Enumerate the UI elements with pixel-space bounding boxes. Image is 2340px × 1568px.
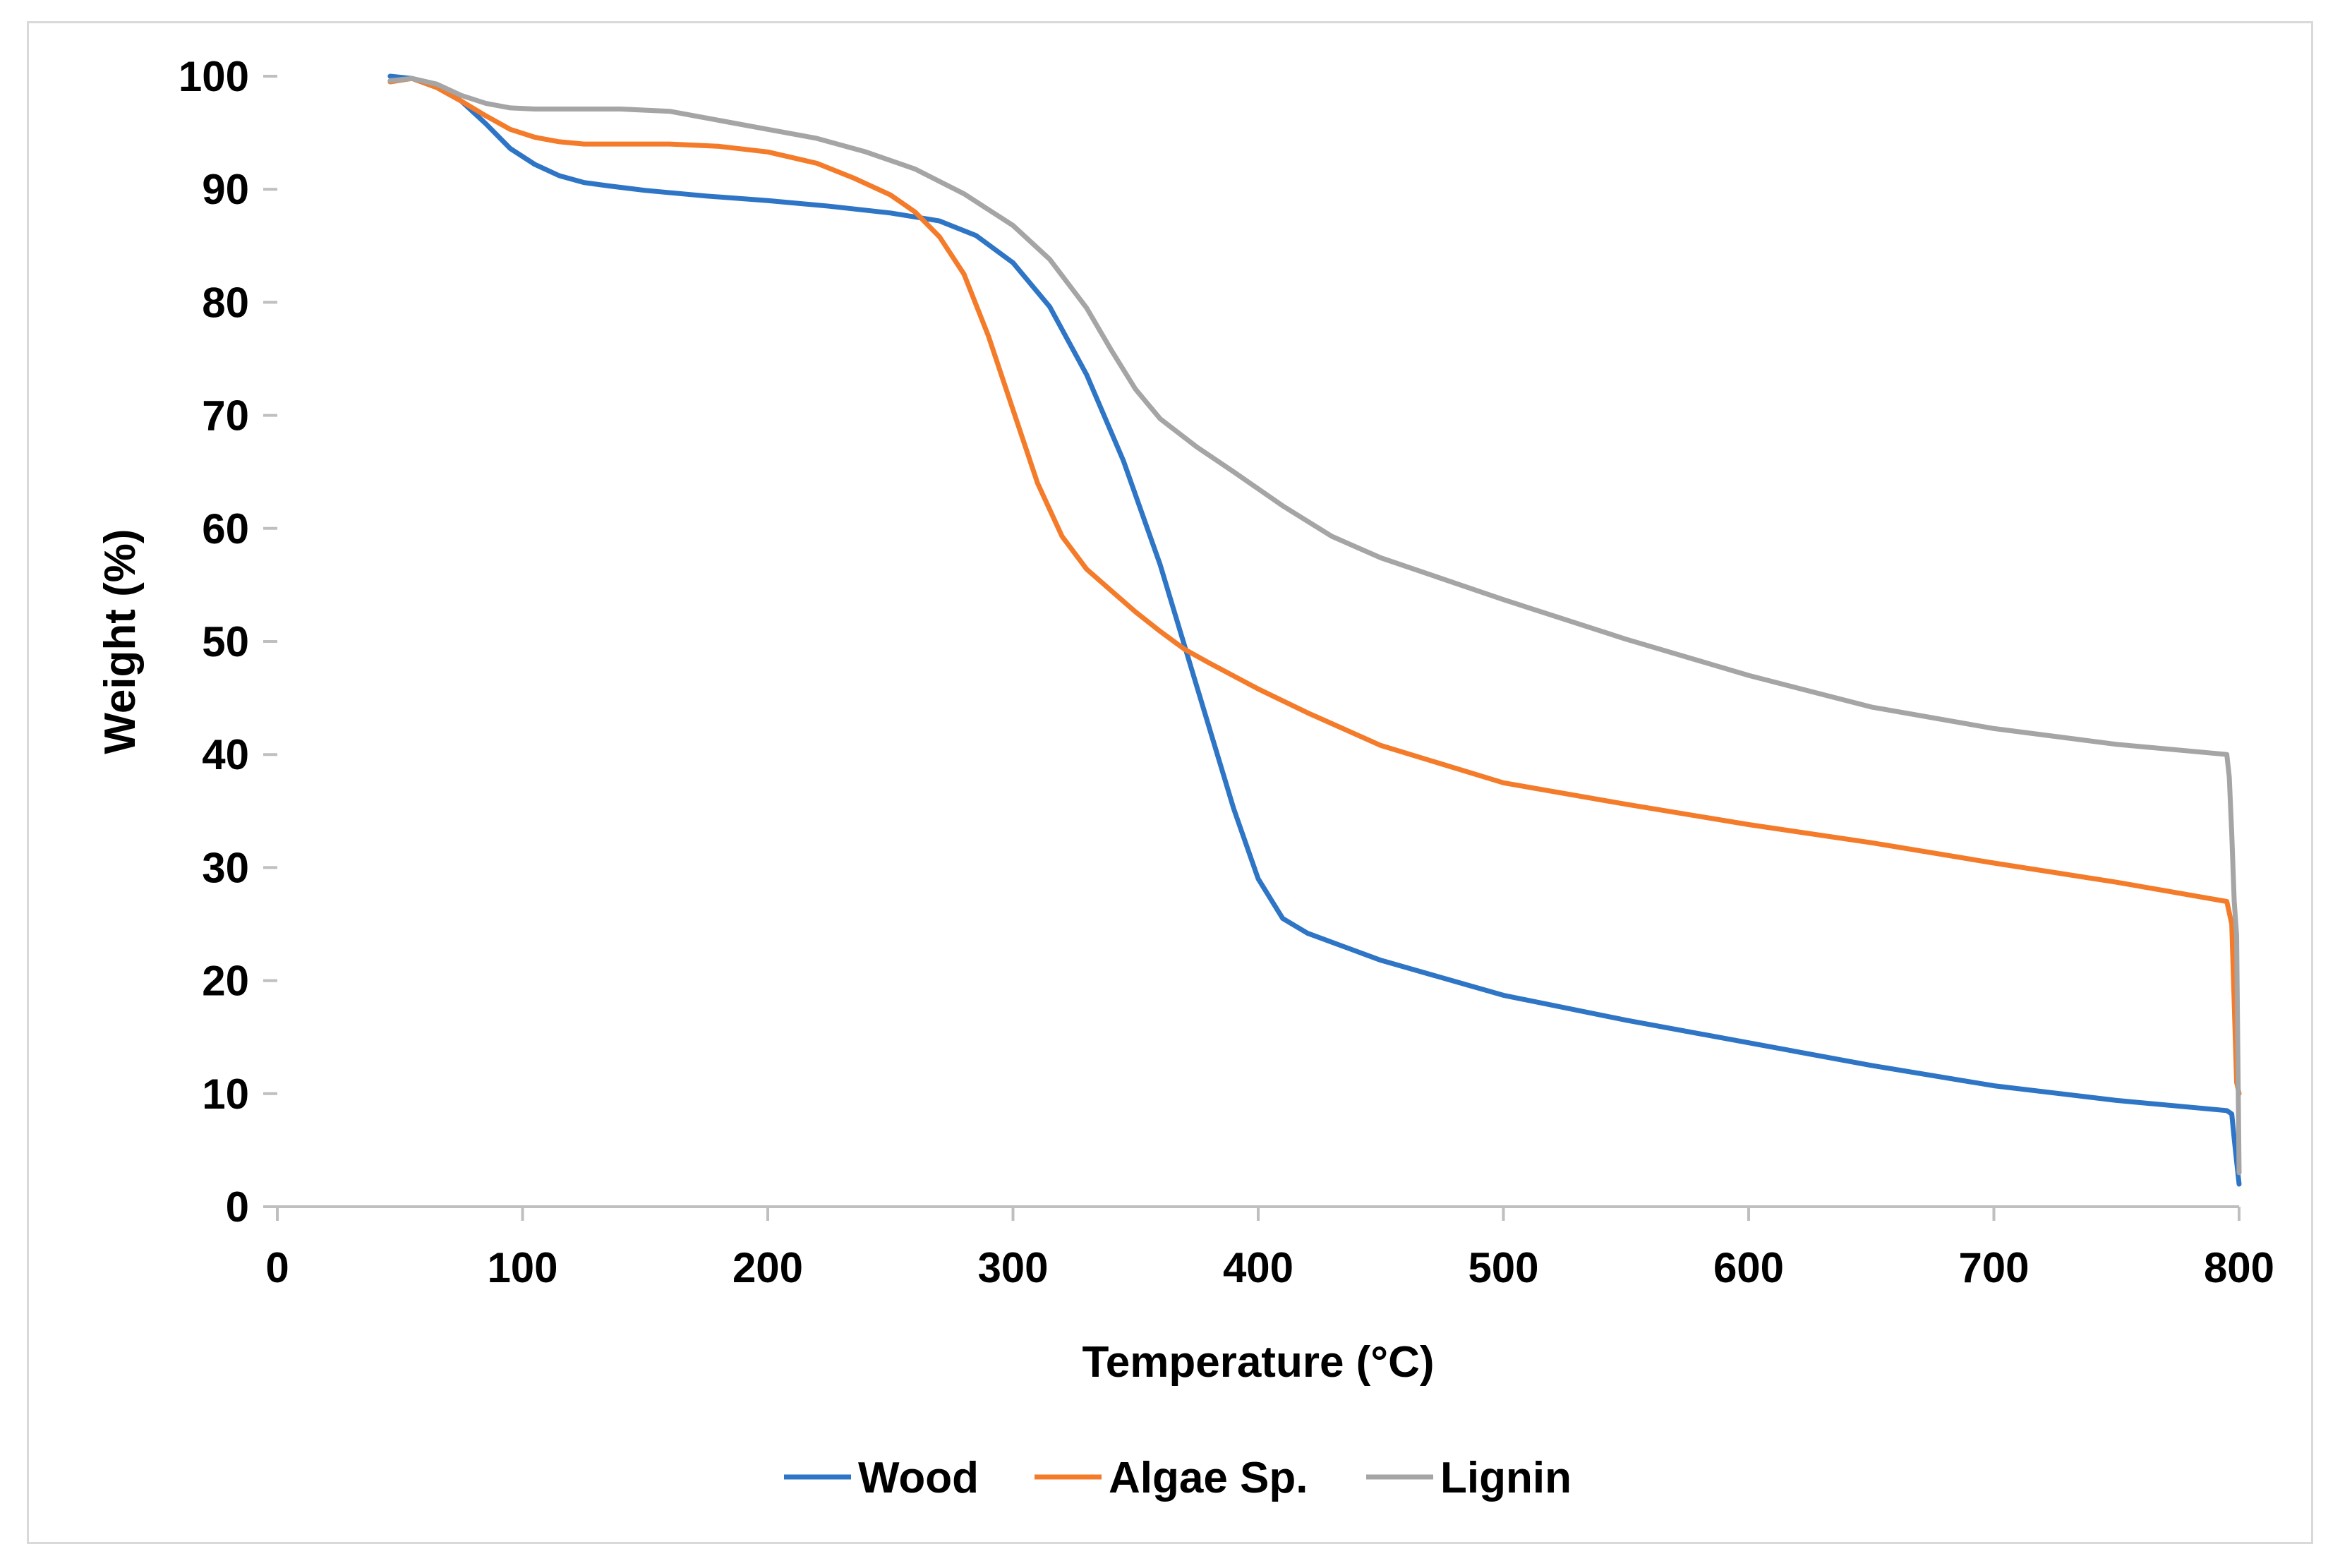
series-line-wood <box>387 73 2242 1187</box>
x-axis-tick-labels: 0 100 200 300 400 500 600 700 800 <box>265 1244 2274 1291</box>
y-axis-title: Weight (%) <box>96 529 145 754</box>
y-tick-label: 10 <box>202 1071 249 1118</box>
y-axis-tick-labels: 0 10 20 30 40 50 60 70 80 90 100 <box>179 53 249 1231</box>
series-line-lignin <box>387 76 2242 1176</box>
y-tick-label: 90 <box>202 166 249 213</box>
x-axis-title: Temperature (°C) <box>1082 1338 1434 1387</box>
line-chart: 0 100 200 300 400 500 600 700 800 0 10 20 30 40 50 60 7… <box>96 53 2274 1502</box>
legend-label-lignin: Lignin <box>1440 1454 1572 1502</box>
x-tick-label: 600 <box>1713 1244 1784 1291</box>
y-tick-label: 40 <box>202 731 249 778</box>
y-tick-label: 50 <box>202 618 249 665</box>
chart-frame: 0 100 200 300 400 500 600 700 800 0 10 20 30 40 50 60 7… <box>27 21 2313 1544</box>
x-tick-label: 500 <box>1468 1244 1538 1291</box>
legend: Wood Algae Sp. Lignin <box>784 1454 1572 1502</box>
y-tick-label: 70 <box>202 392 249 440</box>
x-tick-label: 100 <box>487 1244 557 1291</box>
x-tick-label: 700 <box>1958 1244 2029 1291</box>
x-tick-label: 200 <box>732 1244 803 1291</box>
y-tick-label: 0 <box>226 1183 249 1231</box>
x-axis-ticks <box>276 1207 2241 1221</box>
y-tick-label: 20 <box>202 958 249 1005</box>
x-tick-label: 400 <box>1223 1244 1293 1291</box>
y-tick-label: 60 <box>202 505 249 553</box>
legend-label-wood: Wood <box>858 1454 979 1502</box>
x-tick-label: 0 <box>265 1244 289 1291</box>
y-tick-label: 30 <box>202 844 249 891</box>
y-axis-ticks <box>263 75 277 1208</box>
y-tick-label: 80 <box>202 279 249 326</box>
x-tick-label: 300 <box>977 1244 1048 1291</box>
series-layer <box>387 73 2242 1187</box>
legend-label-algae-sp: Algae Sp. <box>1109 1454 1308 1502</box>
x-tick-label: 800 <box>2204 1244 2274 1291</box>
series-line-algae-sp <box>387 76 2242 1097</box>
y-tick-label: 100 <box>179 53 249 100</box>
